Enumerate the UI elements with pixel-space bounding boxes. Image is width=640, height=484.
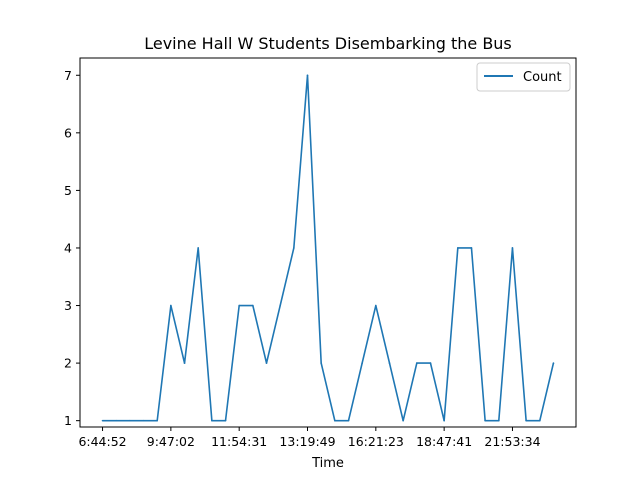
data-point	[224, 419, 227, 422]
y-tick-label: 4	[64, 240, 72, 255]
data-point	[115, 419, 118, 422]
data-point	[211, 419, 213, 422]
y-tick-label: 2	[64, 356, 72, 371]
data-point	[429, 362, 432, 364]
data-point	[183, 362, 186, 364]
data-point	[361, 362, 363, 364]
series-line-count	[102, 74, 555, 422]
y-tick-label: 3	[64, 298, 72, 313]
data-point	[375, 304, 377, 307]
data-point	[511, 247, 514, 249]
data-point	[265, 362, 268, 364]
data-point	[470, 247, 473, 249]
data-point	[525, 419, 527, 422]
x-tick-label: 16:21:23	[348, 434, 404, 449]
data-point	[320, 362, 322, 364]
data-point	[538, 419, 541, 422]
data-point	[484, 419, 486, 422]
chart-title: Levine Hall W Students Disembarking the …	[144, 34, 512, 53]
data-point	[347, 419, 350, 422]
x-tick-label: 9:47:02	[147, 434, 195, 449]
plot-area: 1 2 3 4 5 6 7 6:44:52 9:47:02 11:54:31 13:19:49 16:…	[64, 57, 577, 449]
y-tick-label: 1	[64, 413, 72, 428]
data-point	[156, 419, 158, 422]
data-point	[306, 74, 309, 77]
data-point	[142, 419, 145, 422]
data-point	[279, 304, 281, 307]
legend-label-count: Count	[523, 70, 562, 85]
x-tick-label: 21:53:34	[484, 434, 540, 449]
data-point	[457, 247, 459, 249]
data-point	[129, 419, 131, 422]
legend: Count	[476, 62, 571, 92]
x-tick-label: 13:19:49	[279, 434, 335, 449]
x-axis-title: Time	[311, 456, 344, 471]
data-point	[416, 362, 418, 364]
data-point	[334, 419, 336, 422]
axes-frame	[79, 57, 577, 428]
x-tick-label: 18:47:41	[416, 434, 472, 449]
x-tick-label: 6:44:52	[78, 434, 126, 449]
data-point	[101, 419, 104, 422]
data-point	[197, 247, 199, 249]
y-tick-label: 6	[64, 125, 72, 140]
y-tick-label: 5	[64, 183, 72, 198]
data-point	[498, 419, 500, 422]
data-point	[238, 304, 240, 307]
data-point	[293, 247, 295, 249]
data-point	[443, 419, 445, 422]
legend-frame	[476, 62, 571, 92]
y-tick-label: 7	[64, 68, 72, 83]
data-point	[170, 304, 172, 307]
data-point	[402, 419, 404, 422]
x-tick-label: 11:54:31	[211, 434, 267, 449]
data-point	[388, 362, 391, 364]
data-point	[552, 362, 555, 364]
data-point	[252, 304, 254, 307]
